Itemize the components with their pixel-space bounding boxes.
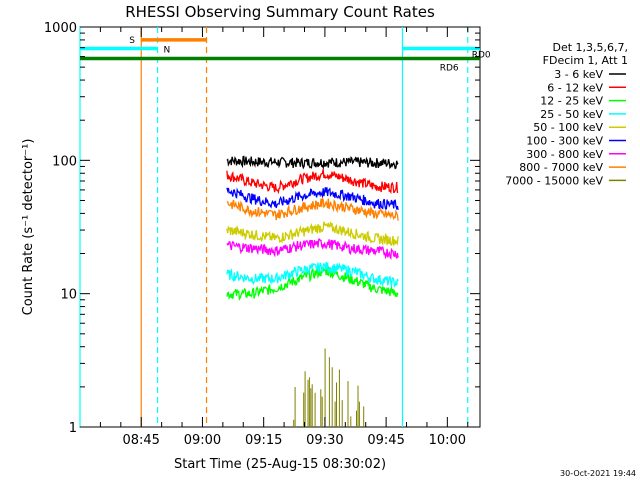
legend: Det 1,3,5,6,7,FDecim 1, Att 13 - 6 keV6 … (505, 41, 628, 187)
legend-label-4: 50 - 100 keV (533, 121, 603, 134)
series-line-7 (226, 197, 399, 221)
series-line-0 (226, 155, 399, 171)
series-line-6 (226, 238, 399, 261)
series-line-3 (226, 261, 399, 288)
x-tick-label-1: 09:00 (184, 433, 221, 448)
flag-label-3: RD6 (440, 64, 459, 74)
series-line-8 (293, 348, 365, 427)
axes-group: 1 10 100 1000 08:45 09:00 09:15 09:30 09:45 10:00 (44, 21, 480, 448)
series-line-4 (226, 220, 399, 247)
series-line-1 (226, 169, 399, 195)
chart-title: RHESSI Observing Summary Count Rates (125, 3, 435, 21)
legend-header-1: FDecim 1, Att 1 (543, 54, 628, 67)
y-tick-label-0: 1 (69, 421, 77, 436)
y-tick-label-2: 100 (52, 154, 77, 169)
legend-label-7: 800 - 7000 keV (519, 161, 603, 174)
flag-bars: S N RD6 RD0 (80, 36, 491, 74)
x-tick-label-5: 10:00 (429, 433, 466, 448)
legend-label-3: 25 - 50 keV (540, 108, 603, 121)
y-tick-label-3: 1000 (44, 21, 77, 36)
x-tick-label-2: 09:15 (245, 433, 282, 448)
flag-label-1: N (164, 45, 171, 55)
legend-label-2: 12 - 25 keV (540, 95, 603, 108)
flag-label-4: RD0 (472, 51, 491, 61)
series-line-2 (226, 265, 399, 301)
y-axis-label: Count Rate (s⁻¹ detector⁻¹) (21, 139, 36, 316)
x-axis-label: Start Time (25-Aug-15 08:30:02) (174, 457, 386, 472)
legend-label-8: 7000 - 15000 keV (505, 174, 603, 187)
plot-frame (79, 26, 481, 428)
series-group (226, 155, 399, 427)
vertical-markers (79, 27, 469, 427)
footer-timestamp: 30-Oct-2021 19:44 (560, 469, 636, 478)
series-line-5 (226, 187, 399, 211)
flag-label-0: S (129, 36, 135, 46)
legend-header-0: Det 1,3,5,6,7, (552, 41, 628, 54)
x-tick-label-3: 09:30 (306, 433, 343, 448)
legend-label-6: 300 - 800 keV (526, 148, 603, 161)
legend-label-1: 6 - 12 keV (547, 81, 603, 94)
legend-label-0: 3 - 6 keV (554, 68, 603, 81)
y-tick-label-1: 10 (60, 288, 77, 303)
legend-label-5: 100 - 300 keV (526, 135, 603, 148)
x-tick-label-0: 08:45 (122, 433, 159, 448)
x-tick-label-4: 09:45 (367, 433, 404, 448)
